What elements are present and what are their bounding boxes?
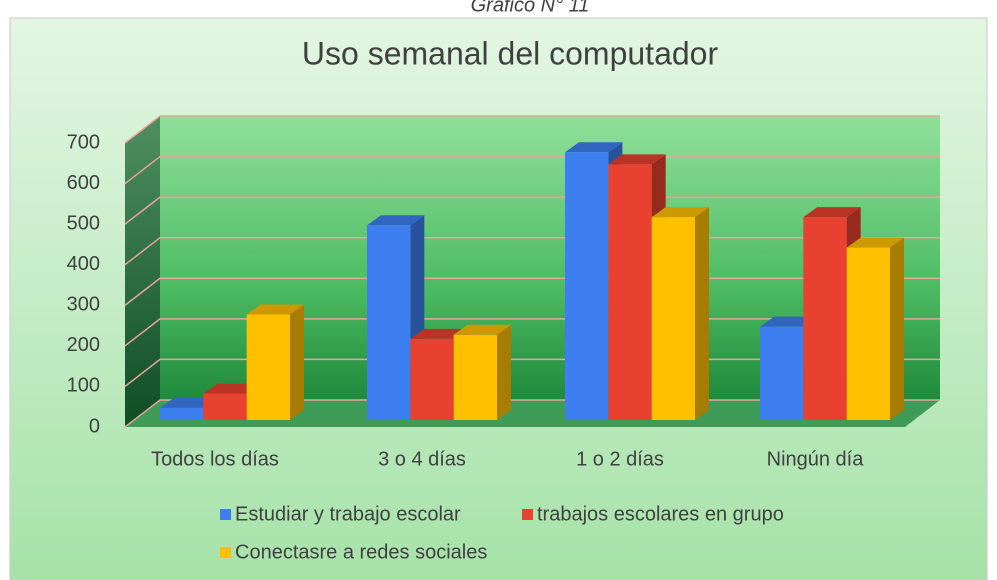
bar-front	[246, 314, 290, 420]
bar-front	[565, 152, 609, 420]
grid-line	[124, 155, 940, 185]
bar-front	[160, 407, 204, 420]
bar-front	[203, 393, 247, 420]
bar-top	[565, 142, 623, 153]
bar-side	[695, 207, 709, 420]
bar-front	[760, 326, 804, 420]
legend-label: Conectasre a redes sociales	[235, 541, 487, 563]
y-tick-label: 200	[67, 334, 100, 356]
bar-top	[651, 207, 709, 218]
back-wall	[160, 116, 940, 400]
y-tick-label: 300	[67, 294, 100, 316]
y-tick-label: 600	[67, 172, 100, 194]
y-tick-label: 500	[67, 212, 100, 234]
bar-front	[803, 217, 847, 420]
y-tick-label: 0	[89, 415, 100, 437]
bar-side	[497, 324, 511, 420]
bar-top	[367, 215, 425, 226]
y-tick-label: 400	[67, 253, 100, 275]
legend-swatch	[220, 509, 231, 520]
chart-title: Uso semanal del computador	[302, 35, 719, 71]
bar-front	[608, 164, 652, 420]
bar-side	[890, 237, 904, 420]
legend-swatch	[522, 509, 533, 520]
bar-front	[846, 247, 890, 420]
side-wall	[125, 116, 160, 427]
bar-top	[803, 207, 861, 218]
bar-front	[410, 338, 454, 420]
legend-swatch	[220, 547, 231, 558]
bar-top	[846, 237, 904, 248]
bar-front	[453, 334, 497, 420]
grid-line	[124, 196, 940, 225]
x-tick-label: 3 o 4 días	[378, 448, 466, 470]
bar-top	[453, 324, 511, 335]
bar-top	[760, 316, 818, 327]
bar-side	[290, 304, 304, 420]
y-tick-label: 700	[67, 131, 100, 153]
grid-line	[124, 115, 940, 144]
bar-top	[608, 154, 666, 165]
legend-label: trabajos escolares en grupo	[537, 503, 784, 525]
bar-top	[246, 304, 304, 315]
floor	[125, 400, 940, 427]
y-tick-label: 100	[67, 375, 100, 397]
bar-top	[203, 383, 261, 394]
bar	[246, 304, 304, 420]
x-tick-label: Todos los días	[151, 448, 279, 470]
bar	[846, 237, 904, 420]
bar	[453, 324, 511, 420]
bar-top	[160, 397, 218, 408]
legend-label: Estudiar y trabajo escolar	[235, 503, 461, 525]
x-tick-label: 1 o 2 días	[576, 448, 664, 470]
x-tick-label: Ningún día	[767, 448, 865, 470]
bar-front	[651, 217, 695, 420]
bar-front	[367, 225, 411, 420]
bar-top	[410, 328, 468, 339]
bar	[651, 207, 709, 420]
caption: Gráfico N° 11	[471, 0, 590, 16]
